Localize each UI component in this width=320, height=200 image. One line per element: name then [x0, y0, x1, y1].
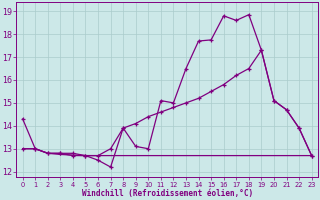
X-axis label: Windchill (Refroidissement éolien,°C): Windchill (Refroidissement éolien,°C) [82, 189, 253, 198]
